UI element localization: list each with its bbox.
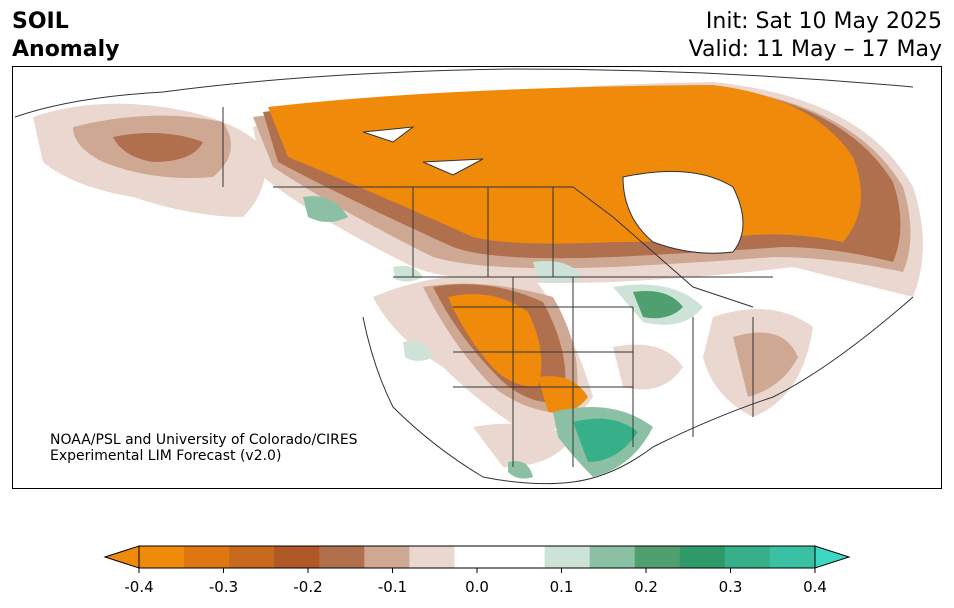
colorbar-tick-label: -0.4 xyxy=(124,578,153,596)
colorbar-extend-low xyxy=(103,545,140,569)
colorbar-extend-high xyxy=(814,545,851,569)
colorbar-segments xyxy=(139,546,816,568)
colorbar-tick-label: -0.3 xyxy=(209,578,238,596)
colorbar-segment xyxy=(364,546,410,568)
colorbar-segment xyxy=(679,546,726,568)
colorbar-segment xyxy=(589,546,636,568)
colorbar-segment xyxy=(769,546,816,568)
map-title: SOIL Anomaly xyxy=(12,8,119,64)
colorbar-tick-label: -0.1 xyxy=(378,578,407,596)
anomaly-map xyxy=(14,68,923,485)
colorbar-tick-label: 0.2 xyxy=(634,578,658,596)
water-bodies xyxy=(362,126,744,254)
colorbar-tick-label: 0.4 xyxy=(803,578,827,596)
colorbar-tick-label: 0.3 xyxy=(719,578,743,596)
wet-areas xyxy=(303,196,703,479)
colorbar-segment xyxy=(229,546,275,568)
colorbar-segment xyxy=(499,546,546,568)
title-line-2: Anomaly xyxy=(12,37,120,62)
title-line-1: SOIL xyxy=(12,9,69,34)
colorbar-segment xyxy=(544,546,591,568)
init-date: Init: Sat 10 May 2025 xyxy=(705,9,942,34)
colorbar-segment xyxy=(319,546,365,568)
forecast-dates: Init: Sat 10 May 2025 Valid: 11 May – 17… xyxy=(689,8,942,64)
colorbar-ticks: -0.4 -0.3 -0.2 -0.1 0.0 0.1 0.2 0.3 0.4 xyxy=(124,568,827,596)
valid-range: Valid: 11 May – 17 May xyxy=(688,37,942,62)
map-panel: NOAA/PSL and University of Colorado/CIRE… xyxy=(12,66,942,489)
credit-line-2: Experimental LIM Forecast (v2.0) xyxy=(50,448,282,464)
credit-text: NOAA/PSL and University of Colorado/CIRE… xyxy=(50,432,358,464)
colorbar-segment xyxy=(409,546,455,568)
colorbar-tick-label: 0.1 xyxy=(550,578,574,596)
colorbar-segment xyxy=(184,546,230,568)
colorbar-segment xyxy=(634,546,681,568)
political-borders xyxy=(14,68,914,485)
colorbar-segment xyxy=(274,546,320,568)
colorbar-tick-label: -0.2 xyxy=(293,578,322,596)
colorbar-segment xyxy=(139,546,185,568)
credit-line-1: NOAA/PSL and University of Colorado/CIRE… xyxy=(50,432,358,448)
colorbar-segment xyxy=(454,546,501,568)
colorbar-tick-label: 0.0 xyxy=(465,578,489,596)
colorbar-segment xyxy=(724,546,771,568)
